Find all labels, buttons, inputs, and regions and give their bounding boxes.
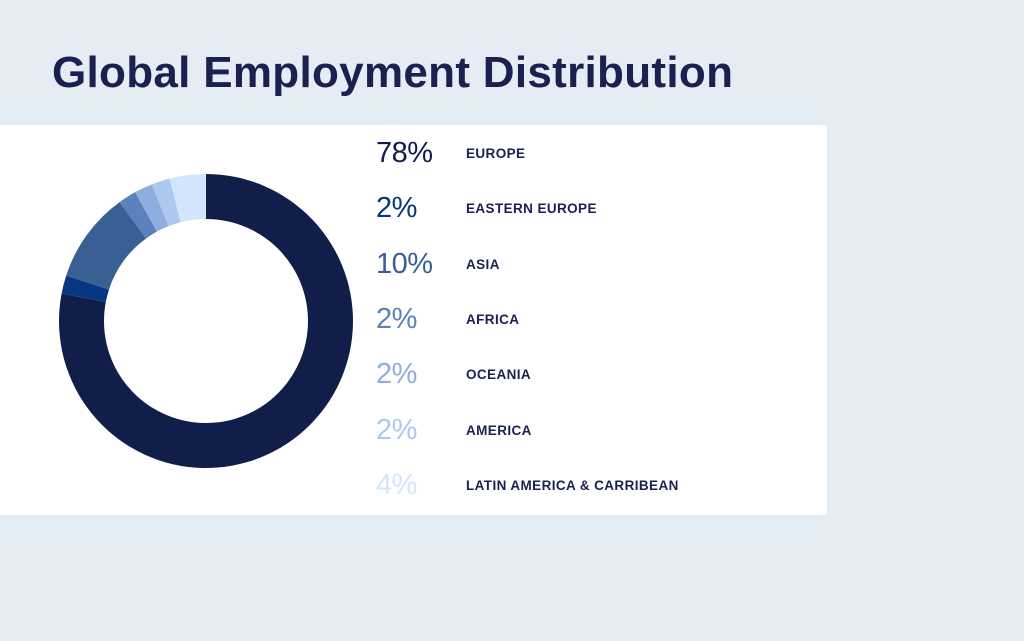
legend-value-africa: 2% [376, 302, 417, 335]
slice-europe [59, 174, 353, 468]
legend-value-latin-america-carribean: 4% [376, 468, 417, 501]
legend-item-asia: 10% ASIA [376, 244, 816, 284]
legend-label-oceania: OCEANIA [466, 366, 532, 382]
legend-value-oceania: 2% [376, 357, 417, 390]
legend-label-europe: EUROPE [466, 145, 526, 161]
legend: 78% EUROPE 2% EASTERN EUROPE 10% ASIA 2% AFRICA… [376, 125, 816, 515]
slice-oceania [135, 184, 169, 232]
legend-item-eastern-europe: 2% EASTERN EUROPE [376, 188, 816, 228]
legend-label-africa: AFRICA [466, 311, 520, 327]
slice-america [151, 178, 181, 227]
legend-item-europe: 78% EUROPE [376, 133, 816, 173]
legend-item-latin-america-carribean: 4% LATIN AMERICA & CARRIBEAN [376, 465, 816, 505]
slice-eastern-europe [61, 275, 109, 302]
legend-label-asia: ASIA [466, 256, 500, 272]
legend-item-africa: 2% AFRICA [376, 299, 816, 339]
chart-card: 78% EUROPE 2% EASTERN EUROPE 10% ASIA 2% AFRICA… [0, 125, 827, 515]
legend-item-america: 2% AMERICA [376, 410, 816, 450]
legend-label-eastern-europe: EASTERN EUROPE [466, 200, 597, 216]
slice-africa [119, 192, 157, 239]
legend-label-latin-america-carribean: LATIN AMERICA & CARRIBEAN [466, 477, 679, 493]
slice-asia [66, 202, 147, 290]
legend-value-eastern-europe: 2% [376, 191, 417, 224]
legend-value-america: 2% [376, 413, 417, 446]
legend-item-oceania: 2% OCEANIA [376, 354, 816, 394]
slice-latin-america-carribean [169, 174, 206, 223]
legend-label-america: AMERICA [466, 422, 532, 438]
legend-value-europe: 78% [376, 136, 433, 169]
chart-title: Global Employment Distribution [52, 48, 734, 97]
donut-chart [59, 174, 353, 468]
legend-value-asia: 10% [376, 247, 433, 280]
